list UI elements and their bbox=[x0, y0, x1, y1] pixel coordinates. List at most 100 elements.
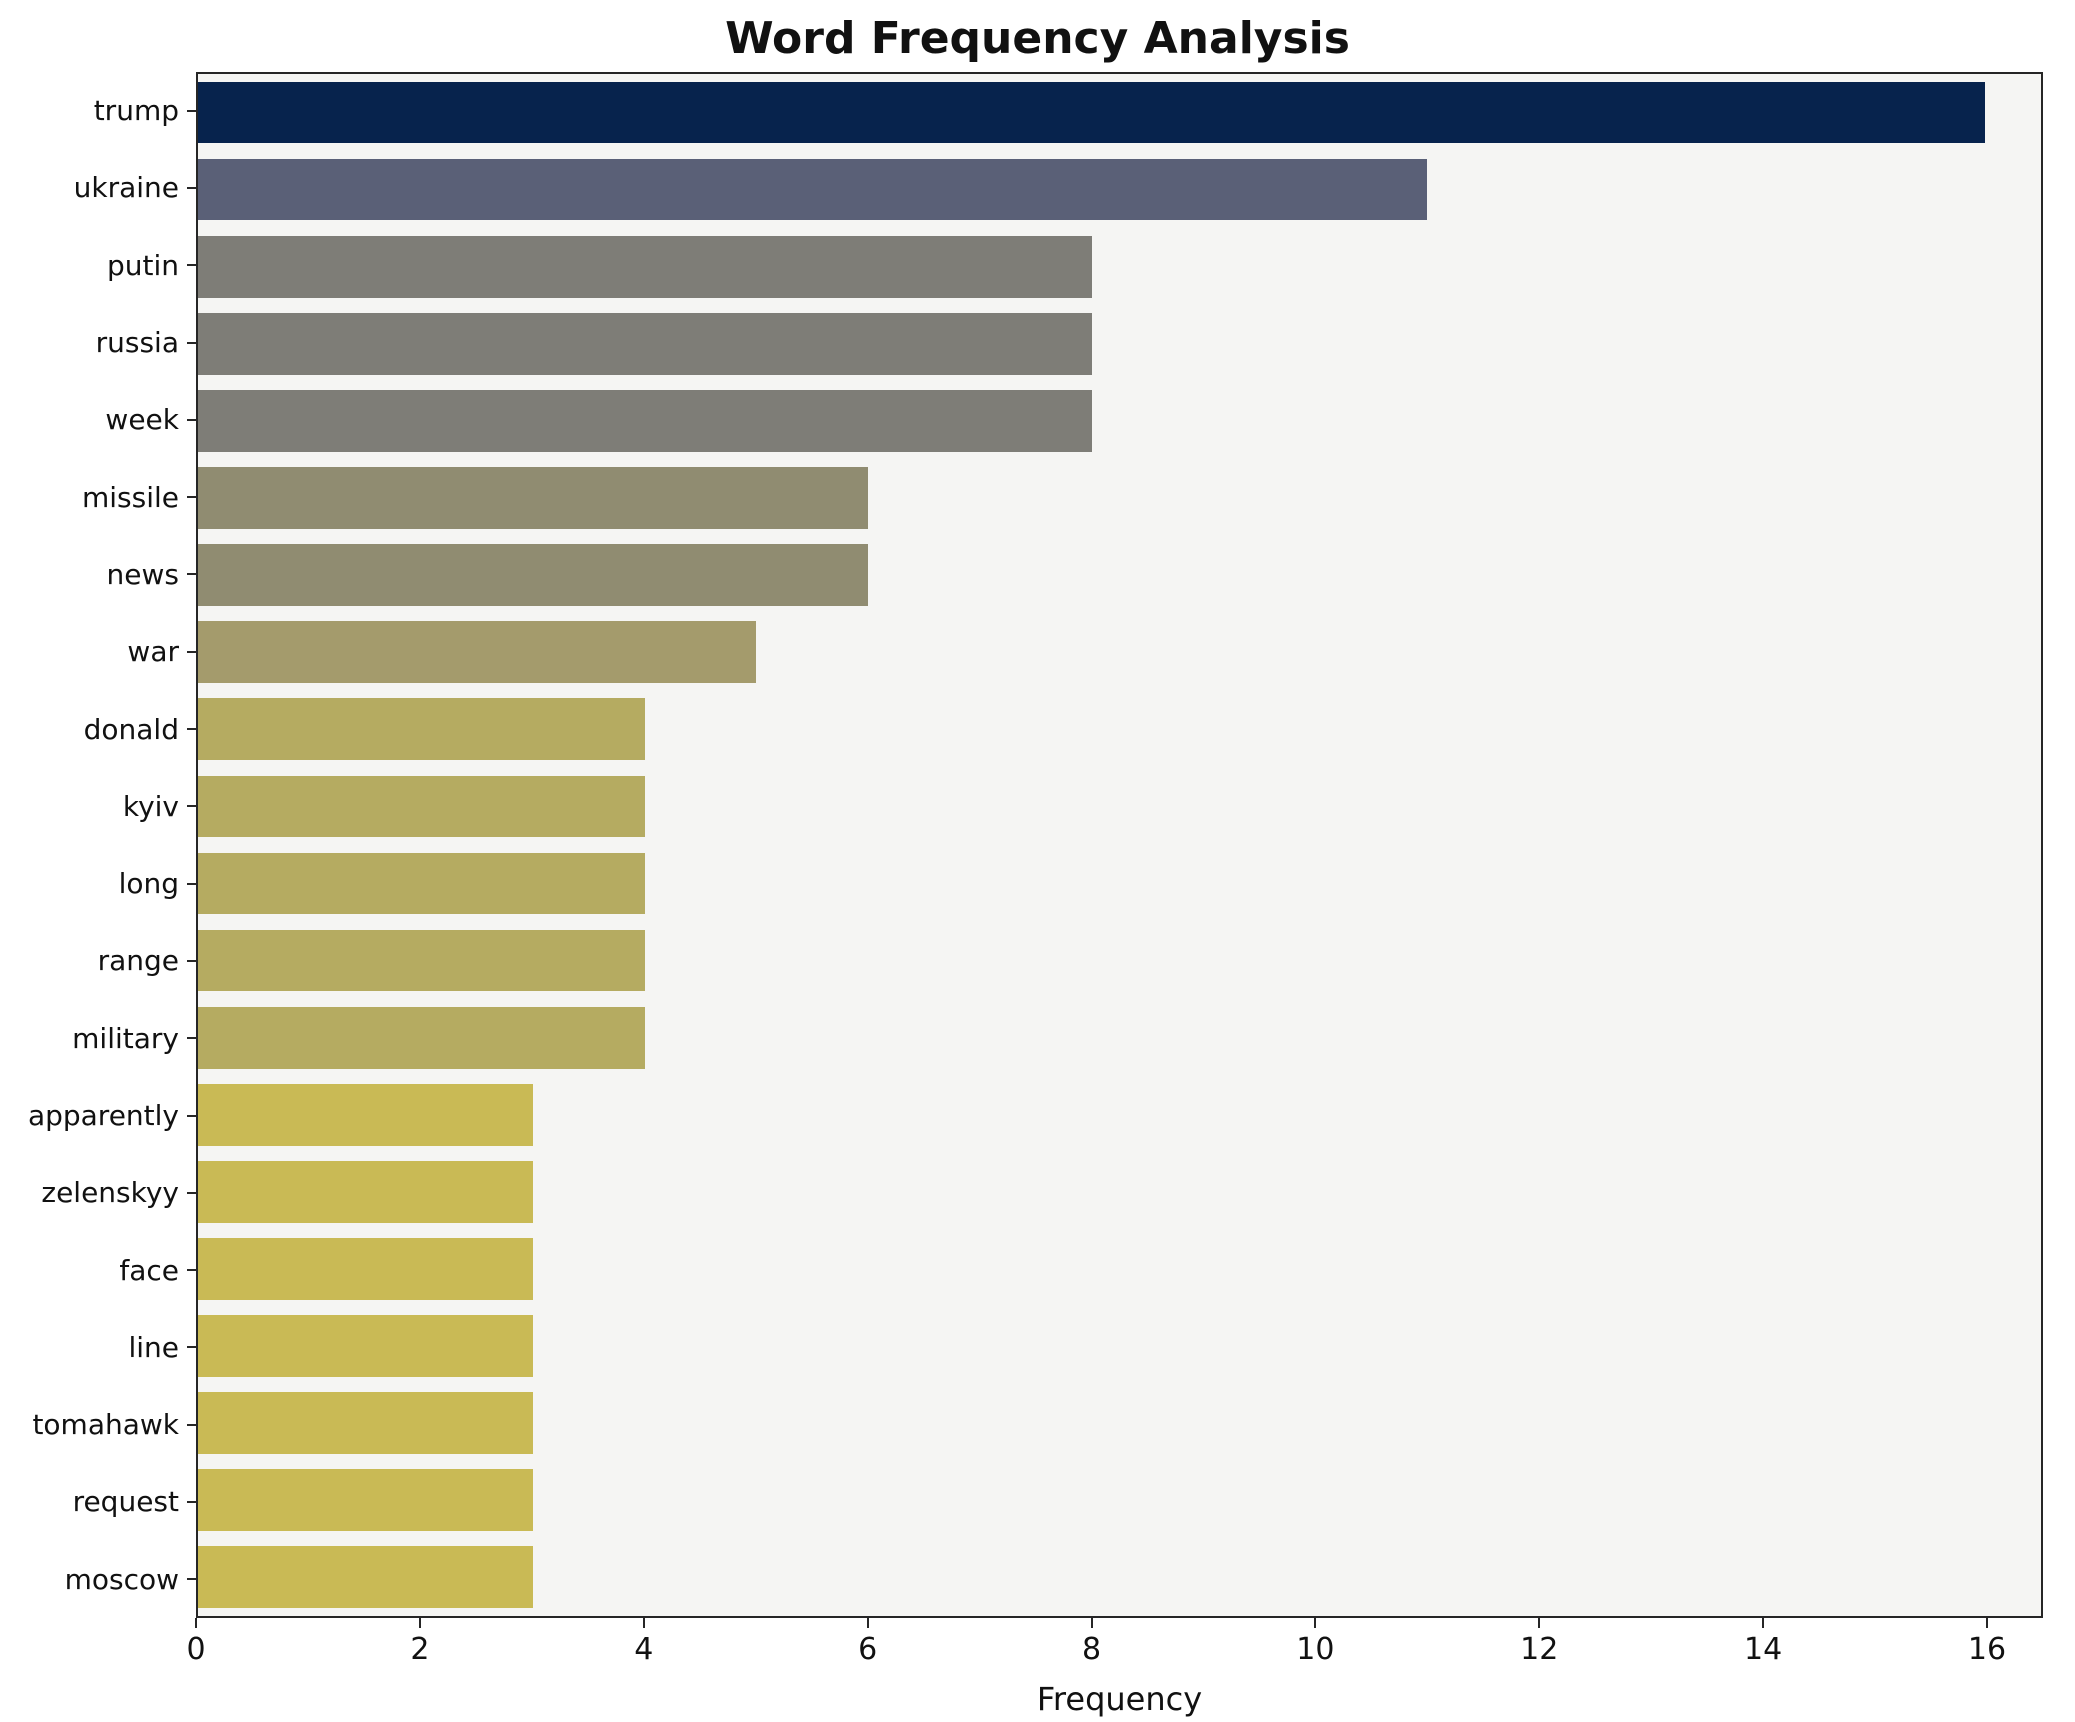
bar-slot bbox=[198, 459, 2041, 536]
y-tick-mark bbox=[187, 573, 196, 576]
x-tick-label: 0 bbox=[186, 1632, 206, 1667]
x-tick-mark bbox=[642, 1618, 645, 1628]
y-tick-row: request bbox=[0, 1463, 196, 1540]
y-tick-mark bbox=[187, 959, 196, 962]
y-tick-mark bbox=[187, 1500, 196, 1503]
bar-slot bbox=[198, 922, 2041, 999]
bar-slot bbox=[198, 768, 2041, 845]
y-tick-row: war bbox=[0, 613, 196, 690]
x-tick-label: 8 bbox=[1081, 1632, 1102, 1667]
y-tick-mark bbox=[187, 109, 196, 112]
x-tick-label: 10 bbox=[1296, 1632, 1335, 1667]
x-tick-label: 4 bbox=[634, 1632, 654, 1667]
y-tick-row: range bbox=[0, 922, 196, 999]
y-tick-mark bbox=[187, 1269, 196, 1272]
y-tick-row: ukraine bbox=[0, 149, 196, 226]
y-tick-mark bbox=[187, 728, 196, 731]
y-tick-mark bbox=[187, 496, 196, 499]
y-tick-label: zelenskyy bbox=[41, 1176, 179, 1210]
y-tick-row: donald bbox=[0, 690, 196, 767]
bar-slot bbox=[198, 228, 2041, 305]
y-tick-label: range bbox=[97, 944, 179, 978]
y-tick-mark bbox=[187, 805, 196, 808]
y-tick-row: kyiv bbox=[0, 768, 196, 845]
plot-area bbox=[196, 72, 2043, 1618]
bar-russia bbox=[198, 312, 1092, 375]
y-tick-label: face bbox=[119, 1253, 179, 1287]
y-tick-row: zelenskyy bbox=[0, 1154, 196, 1231]
y-tick-row: apparently bbox=[0, 1077, 196, 1154]
x-tick-mark bbox=[1762, 1618, 1765, 1628]
y-tick-label: war bbox=[127, 635, 179, 669]
x-tick-label: 12 bbox=[1520, 1632, 1559, 1667]
bar-war bbox=[198, 621, 757, 684]
y-axis-labels: trump ukraine putin russia week missile news wa… bbox=[0, 72, 196, 1618]
bar-slot bbox=[198, 1230, 2041, 1307]
y-tick-label: tomahawk bbox=[32, 1408, 179, 1442]
x-tick-label: 14 bbox=[1744, 1632, 1783, 1667]
bar-news bbox=[198, 544, 869, 606]
bar-face bbox=[198, 1238, 534, 1300]
bar-moscow bbox=[198, 1546, 534, 1609]
y-tick-row: news bbox=[0, 536, 196, 613]
chart-area: trump ukraine putin russia week missile news wa… bbox=[0, 72, 2075, 1618]
y-tick-row: line bbox=[0, 1309, 196, 1386]
x-axis-title: Frequency bbox=[1036, 1680, 1203, 1718]
y-tick-label: week bbox=[105, 403, 179, 437]
bar-slot bbox=[198, 999, 2041, 1076]
y-tick-row: military bbox=[0, 1000, 196, 1077]
x-tick-mark bbox=[1986, 1618, 1989, 1628]
bar-week bbox=[198, 390, 1092, 452]
bar-trump bbox=[198, 81, 1986, 144]
bar-donald bbox=[198, 698, 645, 761]
y-tick-mark bbox=[187, 1191, 196, 1194]
x-tick-mark bbox=[1090, 1618, 1093, 1628]
x-tick-mark bbox=[195, 1618, 197, 1628]
y-tick-label: donald bbox=[83, 712, 179, 746]
bar-zelenskyy bbox=[198, 1161, 534, 1223]
y-tick-label: military bbox=[72, 1021, 179, 1055]
bar-slot bbox=[198, 845, 2041, 922]
bar-slot bbox=[198, 691, 2041, 768]
y-tick-row: long bbox=[0, 845, 196, 922]
bar-slot bbox=[198, 382, 2041, 459]
y-tick-row: face bbox=[0, 1231, 196, 1308]
y-tick-mark bbox=[187, 418, 196, 421]
bar-missile bbox=[198, 467, 869, 529]
bar-putin bbox=[198, 235, 1092, 298]
y-tick-mark bbox=[187, 186, 196, 189]
y-tick-label: request bbox=[72, 1485, 179, 1519]
y-tick-mark bbox=[187, 1114, 196, 1117]
bar-kyiv bbox=[198, 775, 645, 838]
x-tick-mark bbox=[866, 1618, 869, 1628]
x-tick-mark bbox=[418, 1618, 421, 1628]
y-tick-mark bbox=[187, 1578, 196, 1581]
bar-military bbox=[198, 1006, 645, 1069]
y-tick-label: kyiv bbox=[122, 789, 179, 823]
bar-slot bbox=[198, 74, 2041, 151]
y-tick-row: moscow bbox=[0, 1541, 196, 1618]
bar-request bbox=[198, 1469, 534, 1532]
bar-tomahawk bbox=[198, 1392, 534, 1454]
x-axis: 0 2 4 6 8 10 12 14 16 bbox=[186, 1618, 2043, 1680]
x-tick-mark bbox=[1538, 1618, 1541, 1628]
y-tick-label: apparently bbox=[27, 1099, 179, 1132]
bar-slot bbox=[198, 1076, 2041, 1153]
bar-slot bbox=[198, 1385, 2041, 1462]
y-tick-mark bbox=[187, 264, 196, 267]
y-tick-label: ukraine bbox=[73, 171, 179, 205]
x-tick-label: 16 bbox=[1967, 1632, 2007, 1667]
y-tick-mark bbox=[187, 1346, 196, 1349]
y-tick-mark bbox=[187, 1423, 196, 1426]
bar-slot bbox=[198, 1462, 2041, 1539]
y-tick-row: week bbox=[0, 381, 196, 458]
y-tick-mark bbox=[187, 1037, 196, 1040]
y-tick-label: trump bbox=[93, 94, 179, 128]
bar-long bbox=[198, 852, 645, 915]
x-tick-label: 6 bbox=[858, 1632, 878, 1667]
y-tick-mark bbox=[187, 882, 196, 885]
y-tick-label: moscow bbox=[64, 1562, 179, 1596]
y-tick-label: line bbox=[128, 1330, 179, 1364]
y-tick-row: russia bbox=[0, 304, 196, 381]
